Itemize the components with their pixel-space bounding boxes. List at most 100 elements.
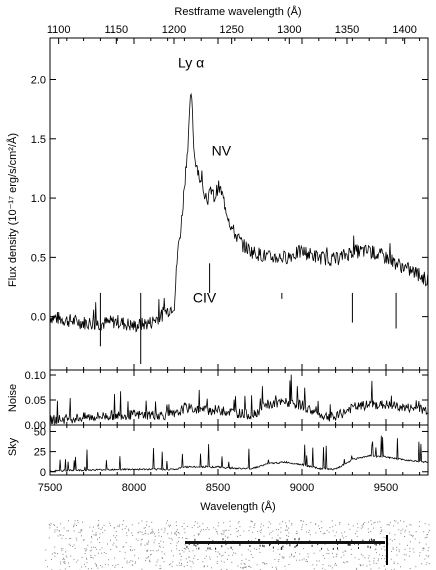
strip-pixel: [198, 534, 199, 536]
strip-pixel: [128, 561, 130, 563]
main-panel-ytick-label: 1.0: [31, 193, 46, 205]
top-axis-tick-label: 1300: [277, 24, 301, 36]
strip-pixel: [66, 556, 68, 558]
strip-pixel: [94, 546, 96, 548]
strip-pixel: [428, 547, 430, 549]
sky-panel-ytick-label: 25: [34, 447, 46, 459]
strip-pixel: [407, 544, 408, 546]
strip-pixel: [259, 551, 261, 553]
strip-pixel: [101, 527, 103, 529]
strip-pixel: [422, 549, 424, 551]
strip-pixel: [132, 560, 134, 562]
strip-pixel: [299, 553, 301, 555]
strip-pixel: [134, 549, 136, 551]
strip-pixel: [50, 523, 52, 525]
strip-pixel: [291, 522, 293, 524]
strip-pixel: [128, 528, 130, 530]
strip-pixel: [327, 549, 329, 551]
strip-pixel: [301, 559, 303, 561]
strip-pixel: [181, 564, 183, 566]
strip-pixel: [336, 564, 338, 566]
strip-pixel: [157, 549, 159, 551]
strip-pixel: [164, 553, 166, 555]
strip-pixel: [123, 520, 125, 522]
strip-pixel: [160, 567, 162, 569]
strip-pixel: [370, 538, 372, 541]
strip-pixel: [90, 557, 92, 558]
strip-pixel: [180, 556, 182, 557]
strip-pixel: [141, 568, 143, 570]
strip-pixel: [428, 563, 430, 565]
strip-pixel: [415, 566, 417, 568]
strip-pixel: [251, 554, 253, 556]
strip-pixel: [216, 530, 218, 532]
strip-pixel: [178, 540, 179, 542]
main-panel-ytick-label: 2.0: [31, 75, 46, 87]
strip-pixel: [126, 562, 128, 564]
strip-pixel: [258, 538, 260, 541]
main-panel-ytick-label: 0.0: [31, 312, 46, 324]
strip-pixel: [277, 539, 279, 542]
strip-pixel: [391, 550, 393, 552]
strip-pixel: [332, 547, 334, 550]
strip-pixel: [152, 550, 154, 552]
strip-pixel: [62, 553, 64, 555]
strip-pixel: [412, 536, 414, 538]
strip-pixel: [426, 534, 428, 536]
strip-pixel: [60, 561, 62, 563]
strip-pixel: [145, 559, 147, 561]
strip-pixel: [158, 535, 160, 537]
strip-pixel: [396, 549, 398, 551]
strip-pixel: [165, 522, 167, 524]
strip-pixel: [179, 553, 181, 555]
strip-pixel: [184, 531, 186, 533]
strip-pixel: [203, 529, 204, 531]
strip-pixel: [391, 540, 393, 542]
strip-pixel: [316, 564, 318, 566]
strip-pixel: [322, 533, 324, 535]
strip-pixel: [202, 523, 204, 525]
strip-pixel: [81, 557, 83, 558]
strip-pixel: [147, 550, 148, 552]
strip-pixel: [409, 524, 411, 526]
strip-pixel: [344, 562, 346, 564]
strip-pixel: [169, 564, 170, 566]
strip-pixel: [427, 534, 429, 536]
strip-pixel: [322, 555, 324, 557]
strip-pixel: [235, 528, 237, 530]
two-d-spectrum-image: [45, 520, 431, 570]
strip-pixel: [130, 549, 131, 551]
strip-pixel: [90, 546, 92, 548]
strip-pixel: [259, 544, 261, 547]
strip-pixel: [419, 555, 421, 557]
strip-pixel: [418, 525, 420, 527]
strip-pixel: [408, 531, 410, 533]
strip-pixel: [305, 524, 307, 525]
strip-pixel: [289, 544, 291, 547]
strip-pixel: [291, 524, 293, 526]
strip-pixel: [230, 533, 232, 535]
strip-pixel: [149, 561, 151, 563]
strip-pixel: [171, 539, 173, 541]
strip-pixel: [95, 548, 97, 550]
strip-pixel: [221, 533, 223, 535]
strip-pixel: [337, 547, 338, 550]
strip-pixel: [176, 530, 177, 532]
line-annotation: NV: [212, 142, 232, 158]
strip-pixel: [161, 557, 163, 559]
strip-pixel: [322, 567, 324, 569]
strip-pixel: [374, 521, 376, 523]
strip-pixel: [140, 544, 142, 546]
strip-pixel: [147, 542, 149, 544]
strip-pixel: [113, 542, 115, 544]
strip-pixel: [242, 567, 244, 569]
strip-pixel: [279, 523, 281, 525]
strip-pixel: [219, 553, 221, 555]
strip-pixel: [152, 531, 154, 533]
strip-pixel: [121, 567, 123, 569]
strip-pixel: [130, 546, 132, 548]
strip-pixel: [393, 568, 395, 570]
strip-pixel: [141, 538, 143, 540]
strip-pixel: [178, 550, 180, 551]
strip-pixel: [124, 551, 126, 553]
